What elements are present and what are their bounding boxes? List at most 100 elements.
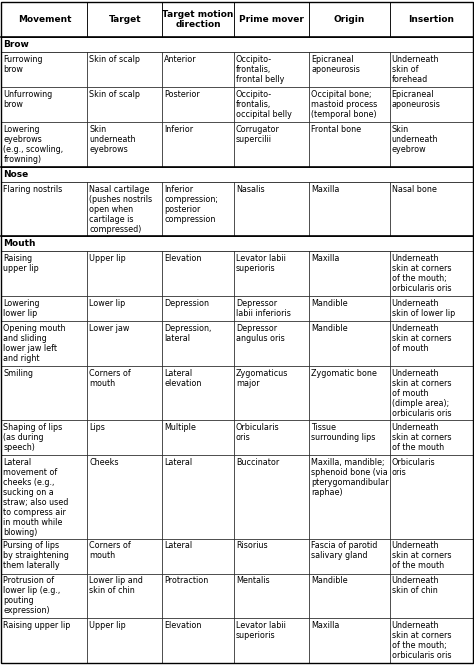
Text: Underneath
skin at corners
of the mouth;
orbicularis oris: Underneath skin at corners of the mouth;… [392, 621, 451, 660]
Bar [1, 2, 88, 37]
Text: Zygomaticus
major: Zygomaticus major [236, 369, 288, 388]
Text: Insertion: Insertion [408, 15, 454, 24]
Bar [162, 321, 234, 366]
Text: Lower jaw: Lower jaw [90, 324, 130, 333]
Text: Inferior: Inferior [164, 125, 193, 134]
Text: Maxilla: Maxilla [311, 621, 339, 630]
Bar [390, 2, 473, 37]
Text: Occipito-
frontalis,
occipital belly: Occipito- frontalis, occipital belly [236, 90, 292, 119]
Bar [390, 366, 473, 420]
Text: Risorius: Risorius [236, 541, 267, 550]
Bar [88, 122, 162, 167]
Text: Underneath
skin of chin: Underneath skin of chin [392, 577, 439, 595]
Bar [88, 182, 162, 236]
Bar [309, 420, 390, 456]
Text: Inferior
compression;
posterior
compression: Inferior compression; posterior compress… [164, 185, 218, 224]
Bar [88, 456, 162, 539]
Text: Maxilla, mandible;
sphenoid bone (via
pterygomandibular
raphae): Maxilla, mandible; sphenoid bone (via pt… [311, 458, 389, 497]
Bar [309, 122, 390, 167]
Bar [390, 321, 473, 366]
Bar [88, 574, 162, 618]
Text: Occipital bone;
mastoid process
(temporal bone): Occipital bone; mastoid process (tempora… [311, 90, 377, 119]
Text: Origin: Origin [334, 15, 365, 24]
Text: Zygomatic bone: Zygomatic bone [311, 369, 377, 378]
Text: Mouth: Mouth [3, 239, 36, 248]
Bar [162, 122, 234, 167]
Text: Opening mouth
and sliding
lower jaw left
and right: Opening mouth and sliding lower jaw left… [3, 324, 66, 363]
Bar [390, 52, 473, 87]
Bar [309, 296, 390, 321]
Bar [234, 456, 309, 539]
Text: Skin
underneath
eyebrows: Skin underneath eyebrows [90, 125, 136, 154]
Text: Epicraneal
aponeurosis: Epicraneal aponeurosis [311, 55, 360, 74]
Bar [162, 574, 234, 618]
Text: Underneath
skin of lower lip: Underneath skin of lower lip [392, 299, 455, 318]
Bar [390, 574, 473, 618]
Bar [309, 618, 390, 663]
Text: Elevation: Elevation [164, 621, 201, 630]
Text: Cheeks: Cheeks [90, 458, 119, 467]
Bar [1, 456, 88, 539]
Bar [88, 321, 162, 366]
Text: Corrugator
supercilii: Corrugator supercilii [236, 125, 280, 144]
Text: Levator labii
superioris: Levator labii superioris [236, 621, 286, 640]
Text: Epicraneal
aponeurosis: Epicraneal aponeurosis [392, 90, 440, 109]
Text: Underneath
skin of
forehead: Underneath skin of forehead [392, 55, 439, 84]
Text: Levator labii
superioris: Levator labii superioris [236, 254, 286, 273]
Bar [390, 618, 473, 663]
Text: Maxilla: Maxilla [311, 254, 339, 263]
Text: Posterior: Posterior [164, 90, 200, 99]
Text: Tissue
surrounding lips: Tissue surrounding lips [311, 423, 375, 442]
Text: Depressor
labii inferioris: Depressor labii inferioris [236, 299, 291, 318]
Bar [162, 456, 234, 539]
Text: Corners of
mouth: Corners of mouth [90, 541, 131, 561]
Text: Upper lip: Upper lip [90, 621, 126, 630]
Text: Prime mover: Prime mover [239, 15, 304, 24]
Bar [234, 2, 309, 37]
Text: Lower lip and
skin of chin: Lower lip and skin of chin [90, 577, 143, 595]
Bar [1, 37, 473, 52]
Bar [234, 574, 309, 618]
Text: Mandible: Mandible [311, 299, 348, 308]
Bar [309, 87, 390, 122]
Text: Occipito-
frontalis,
frontal belly: Occipito- frontalis, frontal belly [236, 55, 284, 84]
Text: Raising
upper lip: Raising upper lip [3, 254, 39, 273]
Bar [390, 122, 473, 167]
Bar [1, 167, 473, 182]
Bar [162, 420, 234, 456]
Bar [162, 366, 234, 420]
Bar [1, 618, 88, 663]
Text: Upper lip: Upper lip [90, 254, 126, 263]
Bar [309, 251, 390, 296]
Bar [88, 251, 162, 296]
Text: Raising upper lip: Raising upper lip [3, 621, 71, 630]
Bar [88, 539, 162, 574]
Text: Orbicularis
oris: Orbicularis oris [236, 423, 280, 442]
Bar [1, 296, 88, 321]
Bar [162, 52, 234, 87]
Bar [1, 52, 88, 87]
Text: Lateral: Lateral [164, 541, 192, 550]
Text: Lowering
lower lip: Lowering lower lip [3, 299, 40, 318]
Text: Corners of
mouth: Corners of mouth [90, 369, 131, 388]
Bar [234, 296, 309, 321]
Bar [390, 456, 473, 539]
Text: Nose: Nose [3, 170, 28, 179]
Text: Lips: Lips [90, 423, 105, 432]
Text: Lower lip: Lower lip [90, 299, 126, 308]
Text: Underneath
skin at corners
of the mouth;
orbicularis oris: Underneath skin at corners of the mouth;… [392, 254, 451, 293]
Text: Furrowing
brow: Furrowing brow [3, 55, 43, 74]
Text: Depression: Depression [164, 299, 209, 308]
Bar [1, 539, 88, 574]
Text: Skin of scalp: Skin of scalp [90, 55, 140, 64]
Bar [234, 618, 309, 663]
Bar [162, 182, 234, 236]
Bar [162, 2, 234, 37]
Text: Protrusion of
lower lip (e.g.,
pouting
expression): Protrusion of lower lip (e.g., pouting e… [3, 577, 61, 615]
Text: Frontal bone: Frontal bone [311, 125, 361, 134]
Bar [390, 420, 473, 456]
Bar [1, 122, 88, 167]
Bar [234, 182, 309, 236]
Bar [309, 539, 390, 574]
Bar [88, 296, 162, 321]
